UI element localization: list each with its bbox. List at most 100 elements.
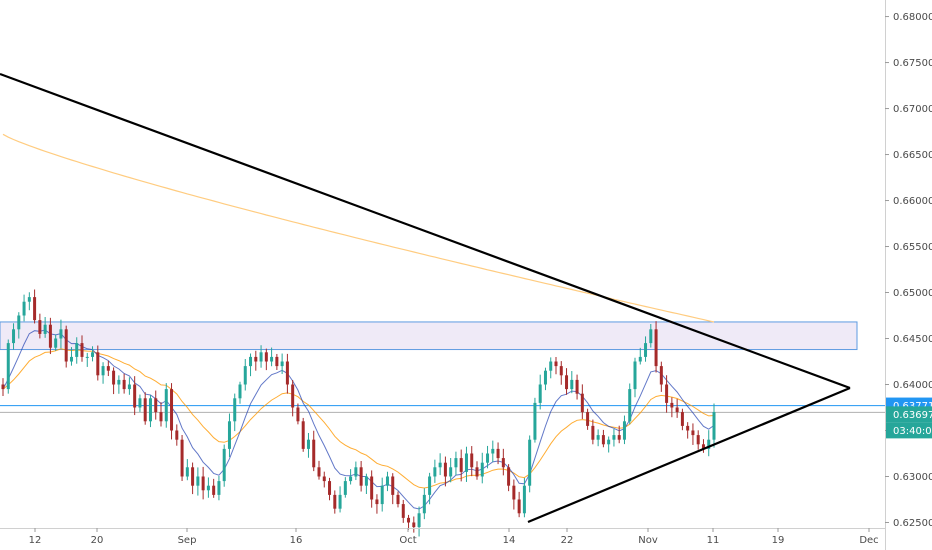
candle-body — [370, 476, 374, 500]
candle-body — [607, 439, 611, 445]
candle-body — [206, 485, 210, 491]
x-tick-label: Dec — [859, 535, 878, 546]
candle-body — [33, 297, 37, 321]
x-tick-label: 16 — [290, 535, 303, 546]
candle-body — [85, 356, 89, 358]
candle-body — [196, 476, 200, 486]
candle-body — [533, 402, 537, 440]
candle-body — [254, 356, 258, 362]
candle-body — [338, 494, 342, 509]
candle-body — [659, 366, 663, 385]
x-tick-label: 19 — [772, 535, 785, 546]
candle-body — [154, 398, 158, 413]
supply-zone — [0, 321, 858, 351]
candle-body — [333, 494, 337, 509]
candle-body — [428, 476, 432, 495]
candle-body — [570, 379, 574, 390]
candle-body — [138, 398, 142, 408]
candle-body — [680, 412, 684, 426]
candle-body — [654, 329, 658, 367]
candle-body — [17, 315, 21, 330]
candle-body — [554, 361, 558, 367]
candle-body — [670, 402, 674, 408]
candle-body — [644, 343, 648, 357]
candle-body — [322, 476, 326, 482]
y-tick-label: 0.65000 — [893, 288, 932, 299]
candle-body — [433, 467, 437, 477]
candle-body — [285, 361, 289, 385]
candle-body — [101, 366, 105, 376]
candle-body — [164, 389, 168, 422]
candle-body — [549, 361, 553, 371]
candle-body — [317, 467, 321, 477]
candle-body — [217, 481, 221, 495]
candle-body — [491, 448, 495, 454]
candle-body — [486, 453, 490, 463]
candle-body — [185, 467, 189, 477]
candle-body — [59, 329, 63, 339]
x-tick-label: 14 — [503, 535, 516, 546]
candle-body — [238, 384, 242, 399]
candles — [1, 289, 716, 537]
candle-body — [364, 476, 368, 486]
candle-body — [117, 379, 121, 385]
candle-body — [512, 485, 516, 500]
price-tag-bg — [886, 422, 932, 439]
ema-fast-line — [2, 329, 715, 510]
y-tick-label: 0.67000 — [893, 104, 932, 115]
candle-body — [243, 366, 247, 385]
upper-trendline — [0, 72, 851, 390]
price-axis[interactable]: 0.68000 0.67500 0.67000 0.66500 0.66000 0.655… — [885, 12, 932, 529]
candle-body — [6, 343, 10, 390]
candle-body — [628, 389, 632, 422]
candle-body — [106, 366, 110, 371]
candle-body — [417, 513, 421, 528]
candle-body — [665, 384, 669, 403]
candle-body — [649, 329, 653, 344]
candle-body — [475, 467, 479, 477]
candle-body — [538, 384, 542, 403]
candle-body — [707, 439, 711, 449]
candle-body — [80, 343, 84, 357]
candle-body — [64, 329, 68, 362]
ema-fast-path — [2, 329, 715, 510]
y-tick-label: 0.64500 — [893, 334, 932, 345]
y-tick-label: 0.62500 — [893, 518, 932, 529]
x-tick-label: 12 — [29, 535, 42, 546]
candle-body — [54, 338, 58, 348]
candle-body — [280, 361, 284, 367]
candle-body — [712, 412, 716, 440]
candle-body — [112, 370, 116, 385]
price-tag-bg — [886, 406, 932, 423]
candle-body — [396, 494, 400, 505]
candle-body — [580, 393, 584, 413]
candle-body — [148, 398, 152, 422]
y-tick-label: 0.66000 — [893, 196, 932, 207]
candle-body — [69, 356, 73, 362]
candle-body — [438, 462, 442, 468]
candle-body — [559, 366, 563, 376]
candle-body — [291, 384, 295, 408]
price-tag-label: 03:40:07 — [893, 426, 932, 437]
plot-background — [0, 0, 885, 528]
candle-body — [159, 412, 163, 422]
x-tick-label: 22 — [561, 535, 574, 546]
candle-body — [459, 458, 463, 472]
x-tick-label: 20 — [91, 535, 104, 546]
candle-body — [401, 504, 405, 518]
candle-body — [480, 462, 484, 477]
candle-body — [38, 320, 42, 334]
candle-body — [233, 398, 237, 422]
candle-body — [296, 407, 300, 422]
time-axis[interactable]: 12 20 Sep 16 Oct 14 22 Nov 11 19 Dec — [29, 528, 879, 546]
y-tick-label: 0.65500 — [893, 242, 932, 253]
candle-body — [575, 379, 579, 394]
candle-body — [359, 467, 363, 486]
candle-body — [175, 430, 179, 440]
y-tick-label: 0.63000 — [893, 472, 932, 483]
candle-body — [48, 324, 52, 348]
candle-body — [686, 425, 690, 431]
x-tick-label: Sep — [178, 535, 197, 546]
